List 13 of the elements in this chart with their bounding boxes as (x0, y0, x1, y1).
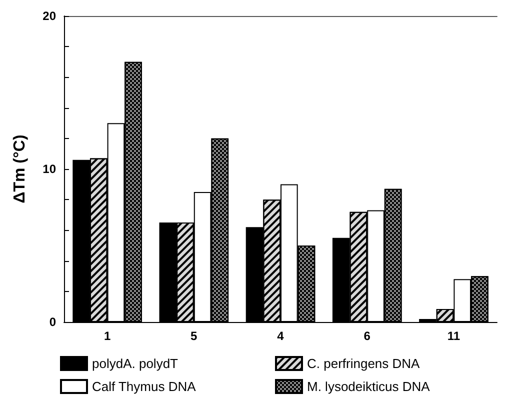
legend-label: C. perfringens DNA (307, 356, 420, 371)
y-tick-label: 10 (42, 162, 56, 176)
legend-label: Calf Thymus DNA (92, 379, 196, 394)
legend-label: polydA. polydT (92, 356, 178, 371)
y-tick-label: 20 (42, 9, 56, 23)
x-tick-label: 6 (364, 329, 371, 343)
legend-label: M. lysodeikticus DNA (307, 379, 430, 394)
y-axis-title: ΔTm (°C) (12, 134, 28, 204)
x-tick-label: 1 (104, 329, 111, 343)
x-tick-label: 5 (190, 329, 198, 343)
x-tick-label: 4 (277, 329, 284, 343)
y-tick-label: 0 (49, 315, 56, 329)
x-tick-label: 11 (447, 329, 460, 343)
